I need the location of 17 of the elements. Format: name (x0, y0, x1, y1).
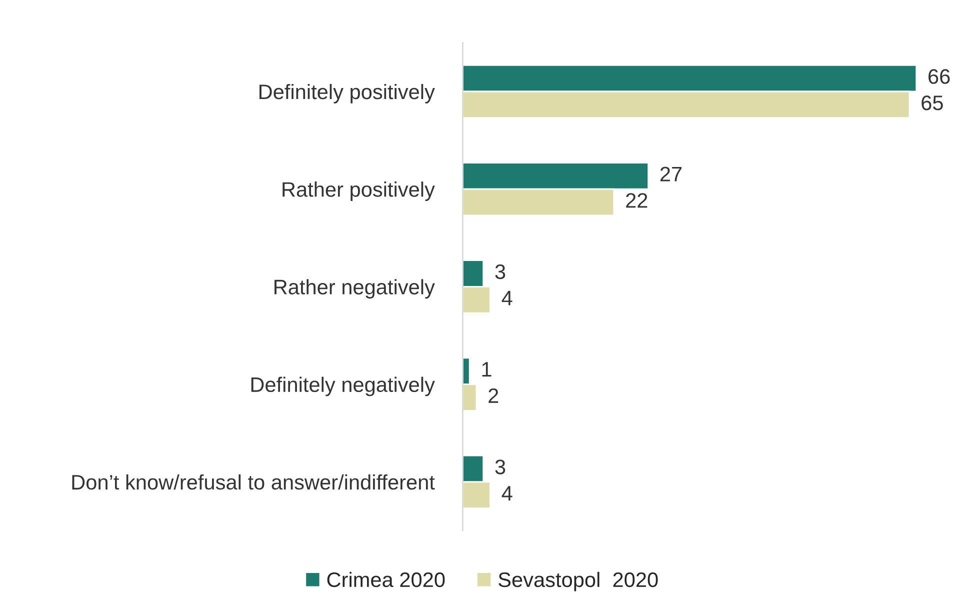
data-label: 3 (495, 460, 506, 474)
data-label: 4 (502, 486, 512, 500)
data-label: 22 (626, 193, 648, 208)
y-tick-label: Definitely negatively (251, 376, 435, 396)
data-label: 65 (922, 96, 943, 110)
data-label: 66 (928, 69, 950, 84)
legend-label: Crimea 2020 (327, 572, 445, 588)
data-label: 2 (488, 388, 498, 403)
data-label: 27 (660, 166, 682, 182)
y-tick-label: Don’t know/refusal to answer/indifferent (72, 474, 435, 490)
data-label: 4 (502, 290, 512, 306)
data-label: 1 (482, 362, 492, 377)
y-tick-label: Rather negatively (274, 279, 435, 299)
y-tick-label: Definitely positively (260, 84, 435, 104)
y-tick-label: Rather positively (282, 182, 435, 201)
data-label: 3 (495, 264, 506, 280)
legend-label: Sevastopol 2020 (498, 572, 658, 592)
